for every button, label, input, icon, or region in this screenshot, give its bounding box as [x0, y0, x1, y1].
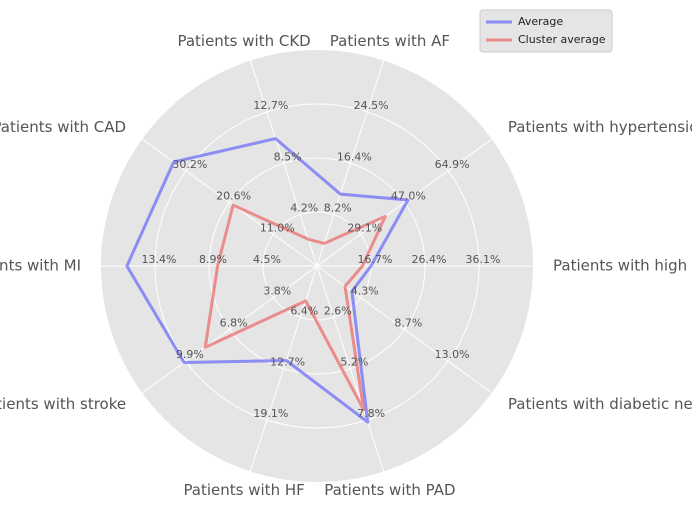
tick-label: 13.4% [142, 253, 177, 266]
tick-label: 30.2% [172, 158, 207, 171]
tick-label: 2.6% [324, 304, 352, 317]
tick-label: 11.0% [260, 221, 295, 234]
tick-label: 12.7% [253, 99, 288, 112]
tick-label: 16.4% [337, 150, 372, 163]
category-label: Patients with AF [330, 32, 450, 50]
category-label: Patients with stroke [0, 395, 126, 413]
legend-label-1: Average [518, 15, 563, 28]
tick-label: 3.8% [263, 285, 291, 298]
grid-spoke-4 [249, 60, 318, 267]
tick-label: 13.0% [435, 348, 470, 361]
tick-label: 47.0% [391, 190, 426, 203]
grid-spoke-2 [316, 138, 493, 267]
tick-label: 29.1% [347, 221, 382, 234]
grid-spoke-9 [316, 265, 385, 472]
tick-label: 4.5% [253, 253, 281, 266]
series-group [125, 137, 410, 424]
category-label: Patients with PAD [324, 481, 455, 499]
tick-label: 6.4% [290, 304, 318, 317]
grid-spoke-5 [141, 138, 318, 267]
category-label: Patients with CKD [177, 32, 310, 50]
tick-label: 8.7% [394, 317, 422, 330]
category-labels: Patients with high cholesterol Patients w… [0, 32, 692, 499]
tick-label: 8.5% [274, 150, 302, 163]
legend: Average Cluster average [479, 9, 613, 53]
tick-labels: 16.7% 26.4% 36.1% 29.1% 47.0% 64.9% 8.2% 16.4% 2… [142, 99, 501, 420]
category-label: Patients with hypertension [508, 118, 692, 136]
tick-label: 20.6% [216, 190, 251, 203]
tick-label: 26.4% [412, 253, 447, 266]
grid-spoke-3 [316, 60, 385, 267]
tick-label: 12.7% [270, 356, 305, 369]
tick-label: 36.1% [466, 253, 501, 266]
grid-spoke-7 [141, 265, 318, 394]
tick-label: 7.8% [357, 407, 385, 420]
category-label: Patients with high cholesterol [553, 257, 692, 275]
category-label: Patients with MI [0, 257, 81, 275]
series-line-1 [125, 137, 410, 424]
tick-label: 19.1% [253, 407, 288, 420]
series-line-2 [203, 203, 387, 412]
category-label: Patients with CAD [0, 118, 126, 136]
tick-label: 8.9% [199, 253, 227, 266]
tick-label: 9.9% [176, 348, 204, 361]
tick-label: 4.2% [290, 202, 318, 215]
tick-label: 16.7% [358, 253, 393, 266]
legend-box [479, 9, 613, 53]
category-label: Patients with diabetic neuropathy [508, 395, 692, 413]
tick-label: 24.5% [354, 99, 389, 112]
tick-label: 8.2% [324, 202, 352, 215]
tick-label: 5.2% [340, 356, 368, 369]
tick-label: 64.9% [435, 158, 470, 171]
category-label: Patients with HF [183, 481, 304, 499]
tick-label: 6.8% [220, 317, 248, 330]
legend-label-2: Cluster average [518, 33, 606, 46]
tick-label: 4.3% [351, 285, 379, 298]
